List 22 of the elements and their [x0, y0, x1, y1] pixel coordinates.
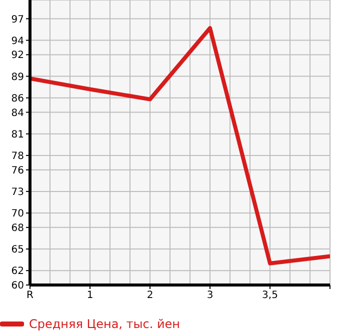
legend-label: Средняя Цена, тыс. йен: [29, 317, 180, 331]
y-tick-label: 73: [11, 186, 24, 198]
y-tick-label: 78: [11, 151, 24, 162]
y-tick-label: 76: [11, 165, 24, 176]
x-tick-label: 3: [206, 290, 214, 302]
y-tick-label: 92: [11, 50, 24, 62]
y-tick-label: 94: [11, 36, 24, 47]
x-tick-label: 2: [146, 290, 154, 302]
line-series: [30, 26, 330, 266]
y-tick-label: 62: [11, 266, 24, 278]
y-tick-label: 68: [11, 222, 24, 234]
x-tick-label: 3,5: [262, 290, 278, 302]
y-tick-label: 70: [11, 208, 24, 220]
x-tick-label: 1: [86, 290, 94, 302]
y-tick-label: 60: [11, 280, 24, 292]
y-tick-label: 86: [11, 93, 24, 104]
y-tick-label: 81: [11, 129, 24, 140]
y-tick-label: 97: [11, 14, 24, 26]
y-tick-label: 84: [11, 108, 24, 119]
y-tick-label: 65: [11, 244, 24, 256]
y-tick-label: 89: [11, 72, 24, 83]
x-tick-label: R: [26, 290, 34, 302]
